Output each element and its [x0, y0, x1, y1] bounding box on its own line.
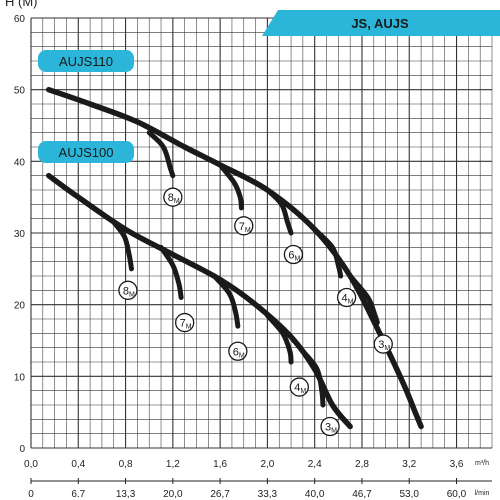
y-tick-label: 0 — [19, 444, 25, 455]
branch-line-aujs110-4m — [312, 226, 344, 279]
branch-line-aujs110-7m — [217, 162, 244, 211]
y-tick-label: 60 — [14, 14, 26, 25]
lmin-tick-label: 0 — [28, 489, 34, 500]
y-tick-label: 30 — [14, 229, 26, 240]
branch-label-aujs100-7m: 7 — [180, 318, 186, 330]
branch-marker-circle — [283, 244, 304, 265]
series-label-aujs110-text: AUJS110 — [59, 54, 113, 69]
branch-unit: M — [239, 352, 245, 359]
branch-marker-circle — [320, 416, 340, 437]
branch-label-aujs100-4m: 4 — [294, 382, 300, 394]
branch-line-aujs100-6m — [211, 273, 241, 329]
branch-unit: M — [331, 428, 337, 435]
x-tick-label: 0,4 — [71, 459, 85, 470]
branch-marker-circle — [228, 341, 248, 361]
x-tick-label: 2,0 — [260, 459, 274, 470]
y-tick-label: 20 — [14, 301, 26, 312]
title-banner: JS, AUJS — [262, 10, 500, 36]
x-unit-top: m³/h — [475, 460, 489, 467]
y-axis-label: H (M) — [5, 0, 38, 9]
lmin-tick-label: 33,3 — [258, 489, 278, 500]
lmin-tick-label: 53,0 — [399, 489, 419, 500]
branch-label-aujs100-6m: 6 — [233, 346, 239, 358]
branch-unit: M — [384, 345, 390, 352]
y-tick-label: 10 — [14, 372, 26, 383]
lmin-tick-label: 60,0 — [447, 489, 467, 500]
branch-unit: M — [174, 198, 180, 205]
branch-line-aujs110-8m — [146, 130, 176, 179]
lmin-tick-label: 13,3 — [116, 489, 136, 500]
x-tick-label: 1,6 — [213, 459, 227, 470]
x-tick-label: 3,2 — [402, 459, 416, 470]
lmin-tick-label: 40,0 — [305, 489, 325, 500]
x-tick-label: 3,6 — [450, 459, 464, 470]
x-tick-label: 1,2 — [166, 459, 180, 470]
branch-unit: M — [348, 299, 354, 306]
branch-line-aujs100-3m — [300, 348, 326, 408]
branch-marker-circle — [373, 334, 393, 354]
branch-label-aujs110-8m: 8 — [168, 192, 174, 204]
y-tick-label: 40 — [14, 157, 26, 168]
branch-marker-circle — [163, 187, 183, 207]
branch-line-aujs100-7m — [158, 244, 184, 300]
x-tick-label: 2,4 — [308, 459, 322, 470]
branch-unit: M — [300, 388, 306, 395]
branch-unit: M — [186, 324, 192, 331]
series-layer — [45, 86, 424, 430]
lmin-tick-label: 46,7 — [352, 489, 372, 500]
x-unit-bottom: l/min — [475, 490, 490, 497]
branch-label-aujs100-8m: 8 — [123, 285, 129, 297]
branch-line-aujs110-6m — [264, 187, 294, 236]
chart-title: JS, AUJS — [351, 16, 409, 31]
branch-line-aujs100-4m — [264, 312, 294, 365]
branch-label-aujs100-3m: 3 — [325, 422, 331, 434]
grid — [30, 17, 493, 449]
x-tick-label: 2,8 — [355, 459, 369, 470]
branch-marker-circle — [234, 216, 254, 236]
branch-marker-circle — [289, 377, 309, 397]
branch-label-aujs110-6m: 6 — [288, 250, 294, 262]
y-tick-label: 50 — [14, 86, 26, 97]
branch-line-aujs110-3m — [347, 273, 380, 326]
series-line-aujs110 — [45, 86, 424, 430]
branch-unit: M — [129, 291, 135, 298]
series-line-aujs100 — [45, 172, 353, 430]
x-tick-label: 0,0 — [24, 459, 38, 470]
branch-marker-circle — [118, 280, 138, 300]
branch-marker-circle — [336, 287, 357, 308]
lmin-tick-label: 26,7 — [210, 489, 230, 500]
lmin-tick-label: 20,0 — [163, 489, 183, 500]
lmin-tick-label: 6.7 — [71, 489, 85, 500]
series-label-aujs100-text: AUJS100 — [59, 145, 114, 160]
branch-line-aujs100-8m — [111, 219, 134, 272]
branch-label-aujs110-4m: 4 — [342, 293, 348, 305]
branch-unit: M — [294, 256, 300, 263]
branch-label-aujs110-7m: 7 — [239, 221, 245, 233]
labels-layer: 8 M7 M6 M4 M3 M8 M7 M6 M4 M3 M — [118, 187, 393, 437]
branch-marker-circle — [175, 312, 195, 333]
x-tick-label: 0,8 — [119, 459, 133, 470]
branch-label-aujs110-3m: 3 — [378, 339, 384, 351]
branch-unit: M — [245, 227, 251, 234]
series-label-aujs100: AUJS100 — [38, 141, 134, 163]
series-label-aujs110: AUJS110 — [38, 50, 134, 72]
